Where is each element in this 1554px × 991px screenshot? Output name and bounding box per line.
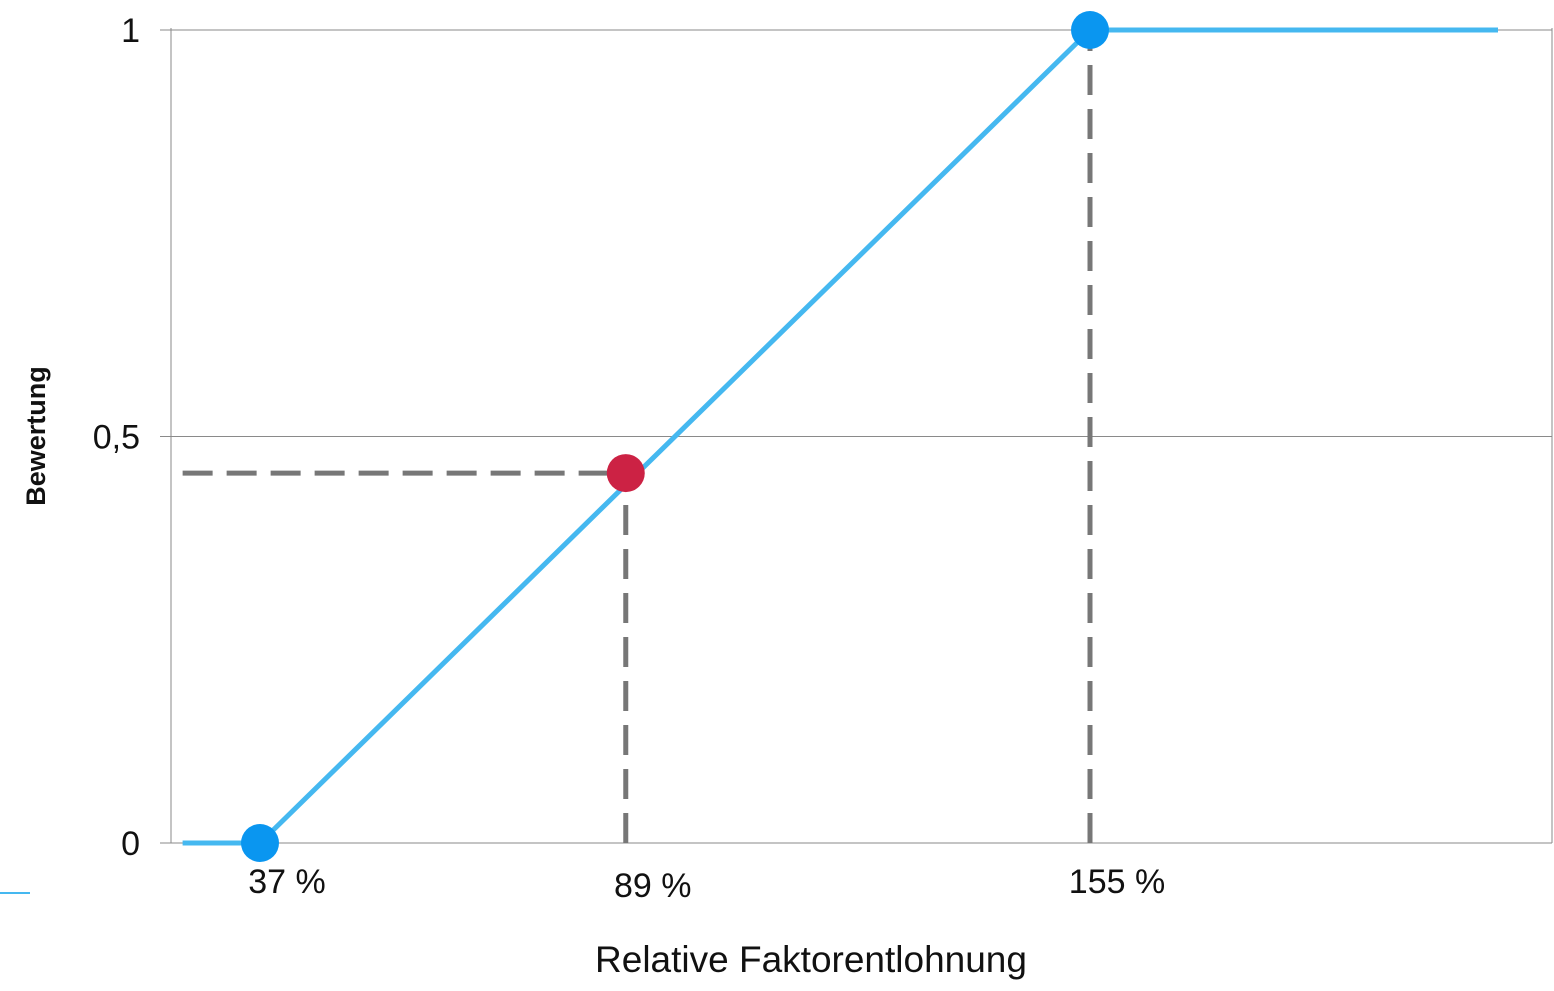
- data-markers: [241, 11, 1109, 862]
- guide-lines: [182, 30, 1093, 843]
- y-tick-labels: 00,51: [93, 12, 140, 863]
- y-tick-label: 1: [121, 12, 140, 50]
- series-line: [182, 27, 1498, 846]
- data-point-marker: [1071, 11, 1109, 49]
- x-tick-label: 37 %: [248, 863, 326, 901]
- series-lines: [182, 27, 1498, 846]
- gridlines: [160, 29, 1552, 844]
- data-point-marker: [606, 454, 645, 493]
- plot-frame: [170, 28, 1553, 843]
- x-tick-labels: 37 % 89 % 155 %: [248, 863, 1165, 905]
- data-point-marker: [241, 824, 279, 862]
- x-tick-label: 155 %: [1069, 863, 1165, 901]
- x-tick-label: 89 %: [614, 867, 692, 905]
- y-tick-label: 0: [121, 825, 140, 863]
- x-axis-label: Relative Faktorentlohnung: [595, 939, 1027, 980]
- y-tick-label: 0,5: [93, 419, 140, 457]
- y-axis-label: Bewertung: [21, 366, 51, 506]
